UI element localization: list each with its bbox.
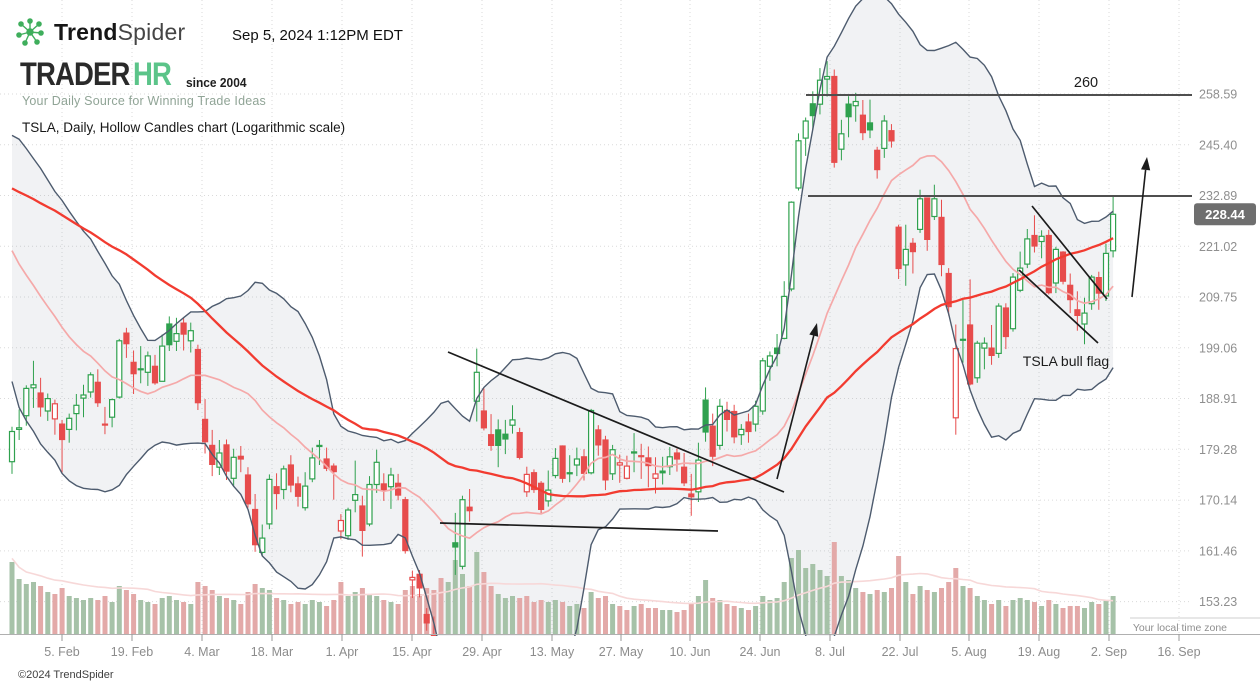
last-price-badge — [1194, 203, 1256, 226]
flag-upper[interactable] — [1031, 205, 1108, 300]
x-axis-label[interactable]: 5. Feb — [44, 645, 79, 659]
y-axis-label[interactable]: 258.59 — [1199, 88, 1237, 102]
timezone-note[interactable]: Your local time zone — [1133, 622, 1227, 634]
y-axis-label[interactable]: 199.06 — [1199, 341, 1237, 355]
annotations: 260 TSLA bull flag — [439, 75, 1192, 532]
axes: 5. Feb 19. Feb 4. Mar 18. Mar 1. Apr 15. Apr 2… — [0, 88, 1260, 659]
support-line[interactable] — [439, 522, 719, 532]
x-axis-label[interactable]: 29. Apr — [462, 645, 502, 659]
y-axis-label[interactable]: 179.28 — [1199, 443, 1237, 457]
volume-bars — [9, 542, 1116, 634]
volume-ma-line — [11, 557, 1114, 605]
y-axis-label[interactable]: 161.46 — [1199, 544, 1237, 558]
flag-lower[interactable] — [1018, 269, 1099, 344]
sma20-line — [11, 154, 1114, 540]
y-axis-label[interactable]: 245.40 — [1199, 138, 1237, 152]
y-axis-label[interactable]: 170.14 — [1199, 494, 1237, 508]
x-axis-label[interactable]: 2. Sep — [1091, 645, 1127, 659]
copyright-note: ©2024 TrendSpider — [18, 669, 114, 681]
bollinger-fill — [12, 0, 1114, 636]
x-axis-label[interactable]: 4. Mar — [184, 645, 219, 659]
x-axis-label[interactable]: 16. Sep — [1157, 645, 1200, 659]
brand-trader: TRADER — [20, 56, 130, 92]
last-price-badge-text: 228.44 — [1205, 207, 1246, 222]
y-axis-label[interactable]: 153.23 — [1199, 595, 1237, 609]
x-axis-label[interactable]: 19. Feb — [111, 645, 153, 659]
x-axis-label[interactable]: 15. Apr — [392, 645, 432, 659]
gridlines — [0, 0, 1192, 634]
bollinger-upper-line — [11, 0, 1114, 444]
x-axis-label[interactable]: 5. Aug — [951, 645, 986, 659]
y-axis-label[interactable]: 188.91 — [1199, 392, 1237, 406]
x-axis-label[interactable]: 27. May — [599, 645, 644, 659]
trendspider-logo: TrendSpider — [14, 16, 185, 48]
sma50-line — [11, 187, 1114, 498]
brand-tagline: Your Daily Source for Winning Trade Idea… — [22, 94, 266, 108]
x-axis-label[interactable]: 8. Jul — [815, 645, 845, 659]
bollinger-lower-line — [11, 273, 1114, 636]
chart-title: TSLA, Daily, Hollow Candles chart (Logar… — [22, 120, 346, 135]
x-axis-label[interactable]: 24. Jun — [739, 645, 780, 659]
projection-arrow-sep-head — [1141, 157, 1151, 171]
chart-timestamp: Sep 5, 2024 1:12PM EDT — [232, 27, 403, 44]
brand-hr: HR — [133, 56, 172, 92]
x-axis-label[interactable]: 13. May — [530, 645, 575, 659]
y-axis-label[interactable]: 209.75 — [1199, 291, 1237, 305]
descending-trendline[interactable] — [447, 351, 785, 493]
logo-text-spider: Spider — [117, 18, 186, 45]
y-axis-label[interactable]: 232.89 — [1199, 189, 1237, 203]
plot-area — [8, 0, 1117, 636]
projection-arrow-sep[interactable] — [1131, 169, 1147, 298]
trendspider-logo-icon — [16, 18, 44, 46]
breakout-arrow-july-head — [809, 323, 819, 337]
bull-flag-label: TSLA bull flag — [1023, 353, 1109, 369]
x-axis-label[interactable]: 19. Aug — [1018, 645, 1060, 659]
x-axis-label[interactable]: 22. Jul — [882, 645, 919, 659]
x-axis-label[interactable]: 1. Apr — [326, 645, 359, 659]
brand-since: since 2004 — [185, 75, 247, 90]
breakout-arrow-july[interactable] — [776, 335, 815, 480]
x-axis-label[interactable]: 10. Jun — [669, 645, 710, 659]
y-axis-label[interactable]: 221.02 — [1199, 240, 1237, 254]
traderhr-logo: TRADER HR since 2004 — [20, 56, 251, 93]
x-axis-label[interactable]: 18. Mar — [251, 645, 293, 659]
logo-text-trend: Trend — [54, 18, 118, 45]
level-260-label: 260 — [1074, 75, 1098, 91]
